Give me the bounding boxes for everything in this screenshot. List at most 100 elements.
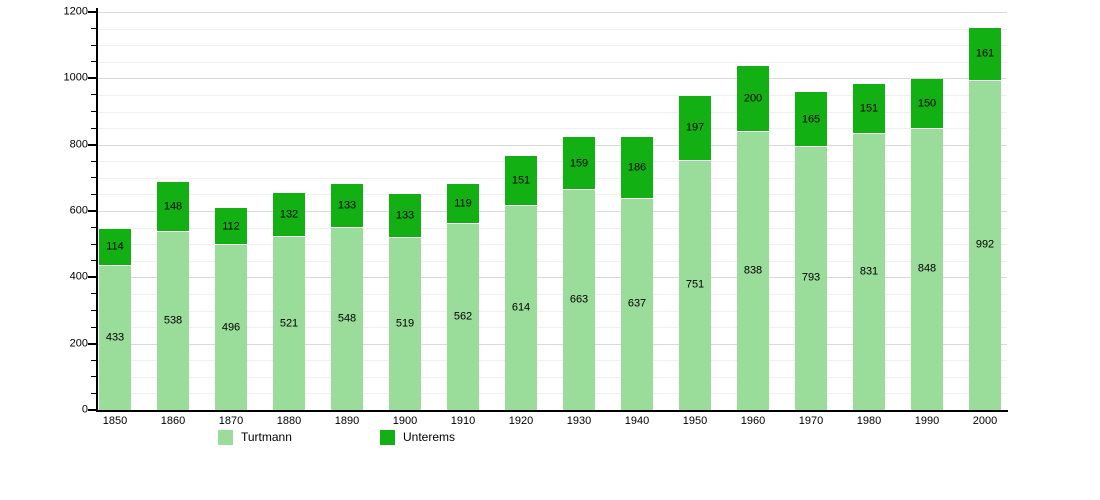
- bar-segment-turtmann: [911, 128, 943, 410]
- y-axis-tick: [91, 177, 96, 179]
- y-axis-tick: [91, 392, 96, 394]
- value-label-turtmann: 614: [511, 301, 531, 314]
- y-axis-tick: [88, 143, 96, 146]
- value-label-turtmann: 637: [627, 297, 647, 310]
- bar-segment-turtmann: [273, 237, 305, 410]
- minor-gridline: [97, 327, 1007, 329]
- y-axis-tick-label: 200: [69, 337, 88, 350]
- legend-item-turtmann: Turtmann: [218, 430, 292, 445]
- bar-segment-turtmann: [795, 146, 827, 410]
- bar-segment-unterems: [563, 137, 595, 191]
- y-axis-tick: [91, 243, 96, 245]
- legend-item-unterems: Unterems: [380, 430, 455, 445]
- major-gridline: [97, 211, 1007, 212]
- y-axis-tick-label: 1000: [63, 71, 88, 84]
- y-axis-tick: [91, 227, 96, 229]
- value-label-turtmann: 519: [395, 317, 415, 330]
- bar-segment-unterems: [505, 156, 537, 207]
- minor-gridline: [97, 61, 1007, 63]
- value-label-unterems: 133: [337, 199, 357, 212]
- bar-segment-unterems: [737, 65, 769, 133]
- minor-gridline: [97, 293, 1007, 295]
- value-label-unterems: 165: [801, 113, 821, 126]
- value-label-turtmann: 751: [685, 278, 705, 291]
- bar-segment-unterems: [99, 228, 131, 267]
- value-label-unterems: 151: [511, 174, 531, 187]
- minor-gridline: [97, 376, 1007, 378]
- value-label-unterems: 197: [685, 121, 705, 134]
- bar-segment-unterems: [795, 92, 827, 147]
- x-axis-line: [96, 410, 1008, 412]
- bar-segment-unterems: [911, 78, 943, 129]
- major-gridline: [97, 343, 1007, 345]
- bar-segment-turtmann: [157, 231, 189, 410]
- x-axis-tick-label: 1970: [798, 415, 824, 427]
- minor-gridline: [97, 28, 1007, 30]
- value-label-unterems: 114: [106, 240, 124, 253]
- bar-segment-turtmann: [969, 80, 1001, 410]
- bar-segment-turtmann: [505, 206, 537, 410]
- bar-segment-unterems: [215, 208, 247, 246]
- bar-segment-unterems: [273, 193, 305, 238]
- value-label-unterems: 112: [222, 220, 240, 233]
- bar-segment-unterems: [389, 193, 421, 238]
- bar-segment-turtmann: [563, 190, 595, 410]
- value-label-unterems: 150: [917, 97, 937, 110]
- value-label-turtmann: 831: [859, 265, 879, 278]
- y-axis-tick: [88, 210, 96, 212]
- y-axis-line: [96, 8, 98, 412]
- y-axis-tick: [88, 11, 96, 13]
- y-axis-tick: [88, 77, 96, 80]
- y-axis-tick-label: 400: [69, 270, 88, 283]
- y-axis-tick: [91, 28, 96, 30]
- minor-gridline: [97, 244, 1007, 246]
- y-axis-tick-label: 1200: [63, 5, 88, 18]
- x-axis-tick-label: 1920: [508, 415, 534, 427]
- value-label-turtmann: 548: [337, 312, 357, 325]
- y-axis-tick: [91, 359, 96, 361]
- bar-segment-turtmann: [331, 228, 363, 410]
- x-axis-tick-label: 1930: [566, 415, 592, 427]
- minor-gridline: [97, 45, 1007, 47]
- major-gridline: [97, 78, 1007, 80]
- value-label-unterems: 161: [975, 47, 995, 60]
- y-axis-tick: [88, 409, 96, 411]
- value-label-unterems: 186: [627, 161, 647, 174]
- x-axis-tick-label: 1960: [740, 415, 766, 427]
- value-label-turtmann: 793: [801, 271, 821, 284]
- legend-label-unterems: Unterems: [403, 430, 456, 444]
- minor-gridline: [97, 161, 1007, 163]
- bar-segment-turtmann: [447, 223, 479, 410]
- x-axis-tick-label: 1980: [856, 415, 882, 427]
- x-axis-tick-label: 1900: [392, 415, 418, 427]
- bar-segment-unterems: [331, 184, 363, 229]
- legend-swatch-unterems: [380, 430, 395, 445]
- bar-segment-turtmann: [215, 245, 247, 410]
- x-axis-tick-label: 2000: [972, 415, 998, 427]
- value-label-turtmann: 521: [279, 317, 299, 330]
- y-axis-tick: [91, 376, 96, 378]
- y-axis-tick-label: 600: [69, 204, 88, 217]
- y-axis-tick-label: 800: [69, 138, 88, 151]
- value-label-unterems: 119: [454, 197, 472, 210]
- minor-gridline: [97, 310, 1007, 312]
- minor-gridline: [97, 393, 1007, 395]
- y-axis-tick: [91, 160, 96, 162]
- bar-segment-turtmann: [389, 237, 421, 410]
- y-axis-tick: [91, 94, 96, 96]
- value-label-turtmann: 538: [163, 314, 183, 327]
- major-gridline: [97, 277, 1007, 279]
- x-axis-tick-label: 1860: [160, 415, 186, 427]
- legend-swatch-turtmann: [218, 430, 233, 445]
- bar-segment-unterems: [853, 84, 885, 135]
- bar-segment-turtmann: [853, 134, 885, 410]
- value-label-unterems: 133: [395, 209, 415, 222]
- major-gridline: [97, 12, 1007, 13]
- y-axis-tick: [91, 326, 96, 328]
- y-axis-tick: [88, 276, 96, 279]
- minor-gridline: [97, 194, 1007, 196]
- bar-segment-turtmann: [679, 160, 711, 410]
- value-label-turtmann: 663: [569, 293, 589, 306]
- bar-segment-turtmann: [99, 266, 131, 410]
- value-label-turtmann: 562: [453, 310, 473, 323]
